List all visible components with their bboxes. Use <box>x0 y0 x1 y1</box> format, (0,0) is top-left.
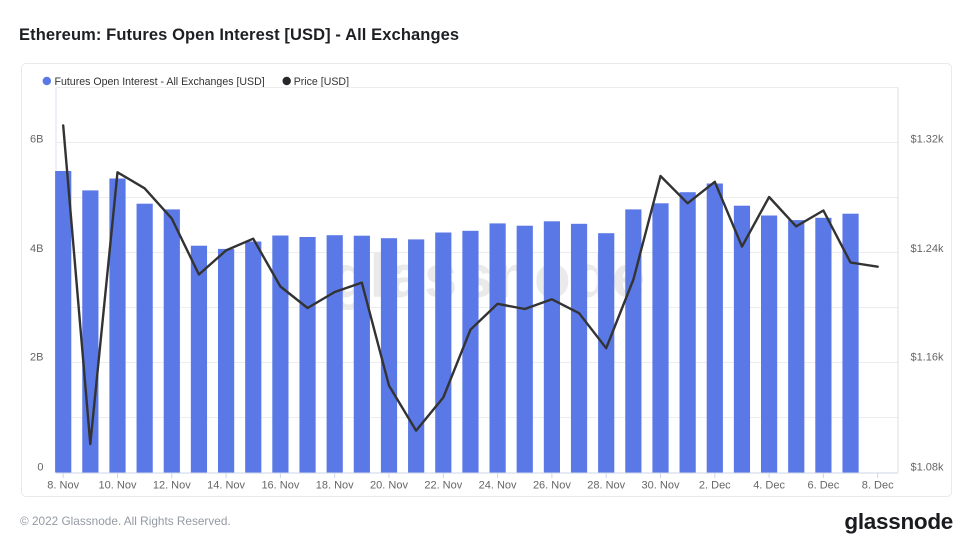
svg-text:6. Dec: 6. Dec <box>808 480 840 492</box>
svg-text:18. Nov: 18. Nov <box>316 480 354 492</box>
svg-text:4B: 4B <box>30 243 43 255</box>
svg-text:4. Dec: 4. Dec <box>753 480 785 492</box>
svg-text:$1.08k: $1.08k <box>911 462 945 474</box>
svg-text:8. Nov: 8. Nov <box>47 480 79 492</box>
svg-text:12. Nov: 12. Nov <box>153 480 191 492</box>
svg-text:$1.24k: $1.24k <box>911 243 945 255</box>
svg-text:24. Nov: 24. Nov <box>479 480 517 492</box>
svg-text:10. Nov: 10. Nov <box>99 480 137 492</box>
svg-text:Futures Open Interest - All Ex: Futures Open Interest - All Exchanges [U… <box>55 76 265 88</box>
svg-text:Price [USD]: Price [USD] <box>294 76 349 88</box>
svg-text:2B: 2B <box>30 352 43 364</box>
svg-text:$1.16k: $1.16k <box>911 352 945 364</box>
svg-text:14. Nov: 14. Nov <box>207 480 245 492</box>
svg-text:16. Nov: 16. Nov <box>261 480 299 492</box>
svg-text:0: 0 <box>37 462 43 474</box>
svg-text:20. Nov: 20. Nov <box>370 480 408 492</box>
svg-text:6B: 6B <box>30 134 43 146</box>
svg-text:22. Nov: 22. Nov <box>424 480 462 492</box>
svg-text:26. Nov: 26. Nov <box>533 480 571 492</box>
svg-text:$1.32k: $1.32k <box>911 134 945 146</box>
svg-text:30. Nov: 30. Nov <box>642 480 680 492</box>
svg-text:2. Dec: 2. Dec <box>699 480 731 492</box>
svg-text:8. Dec: 8. Dec <box>862 480 894 492</box>
svg-text:28. Nov: 28. Nov <box>587 480 625 492</box>
